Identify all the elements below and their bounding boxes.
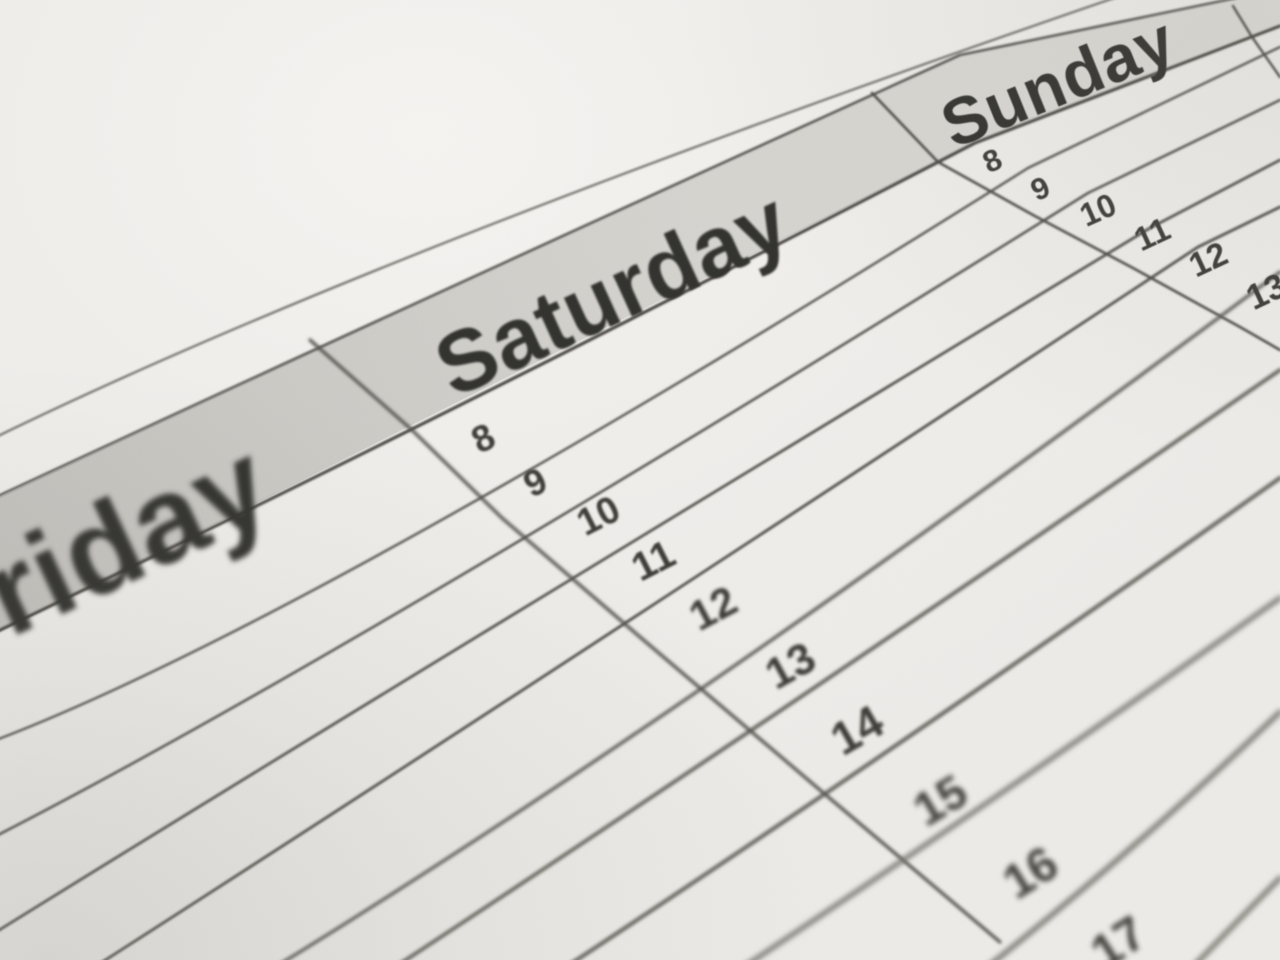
planner-scene: Friday Saturday Sunday 8 9 10 11 12 13 1… — [0, 0, 1280, 960]
planner-photo: Friday Saturday Sunday 8 9 10 11 12 13 1… — [0, 0, 1280, 960]
photo-grain — [0, 0, 1280, 960]
